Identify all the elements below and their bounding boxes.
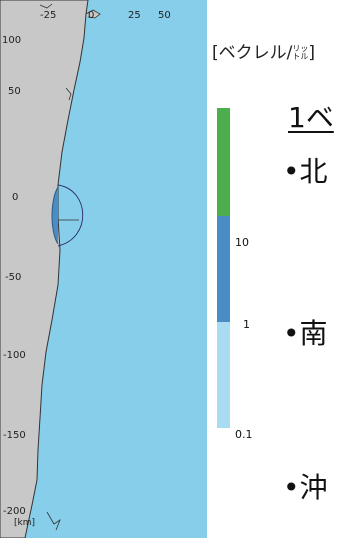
coast-detail-2 (39, 3, 53, 9)
x-tick: -25 (40, 10, 57, 21)
unit-small: リッ トル (292, 45, 308, 61)
side-bullet-offshore: •沖 (283, 471, 328, 504)
map-canvas (0, 0, 207, 538)
side-heading: 1ベ (288, 101, 334, 134)
unit-small-bottom: トル (292, 52, 309, 61)
colorbar-label-1: 1 (243, 318, 250, 331)
x-tick: 25 (128, 10, 141, 21)
coast-detail-4 (46, 511, 61, 531)
coast-detail (85, 9, 101, 19)
unit-label: [ベクレル/リッ トル] (212, 38, 315, 63)
y-tick: -200 (3, 506, 26, 517)
unit-close: ] (308, 43, 316, 63)
coast-detail-3 (65, 87, 72, 101)
side-bullet-south: •南 (283, 317, 328, 350)
y-tick: -50 (5, 272, 22, 283)
land-area (0, 0, 89, 538)
y-tick: -100 (3, 350, 26, 361)
colorbar-label-0-1: 0.1 (235, 428, 253, 441)
y-tick: 0 (12, 192, 19, 203)
x-tick: 50 (158, 10, 171, 21)
plume-contour (51, 186, 59, 245)
unit-small-top: リッ (292, 44, 309, 53)
y-tick: -150 (3, 430, 26, 441)
x-tick: 0 (88, 10, 95, 21)
km-label: [km] (14, 518, 36, 528)
colorbar-label-10: 10 (235, 236, 249, 249)
unit-main: [ベクレル/ (212, 43, 293, 63)
colorbar-segment-low (217, 322, 230, 428)
colorbar-segment-high (217, 108, 230, 216)
y-tick: 100 (2, 35, 22, 46)
side-bullet-north: •北 (283, 155, 328, 188)
y-tick: 50 (8, 86, 21, 97)
colorbar-segment-mid (217, 216, 230, 322)
plume-outline (57, 184, 84, 247)
